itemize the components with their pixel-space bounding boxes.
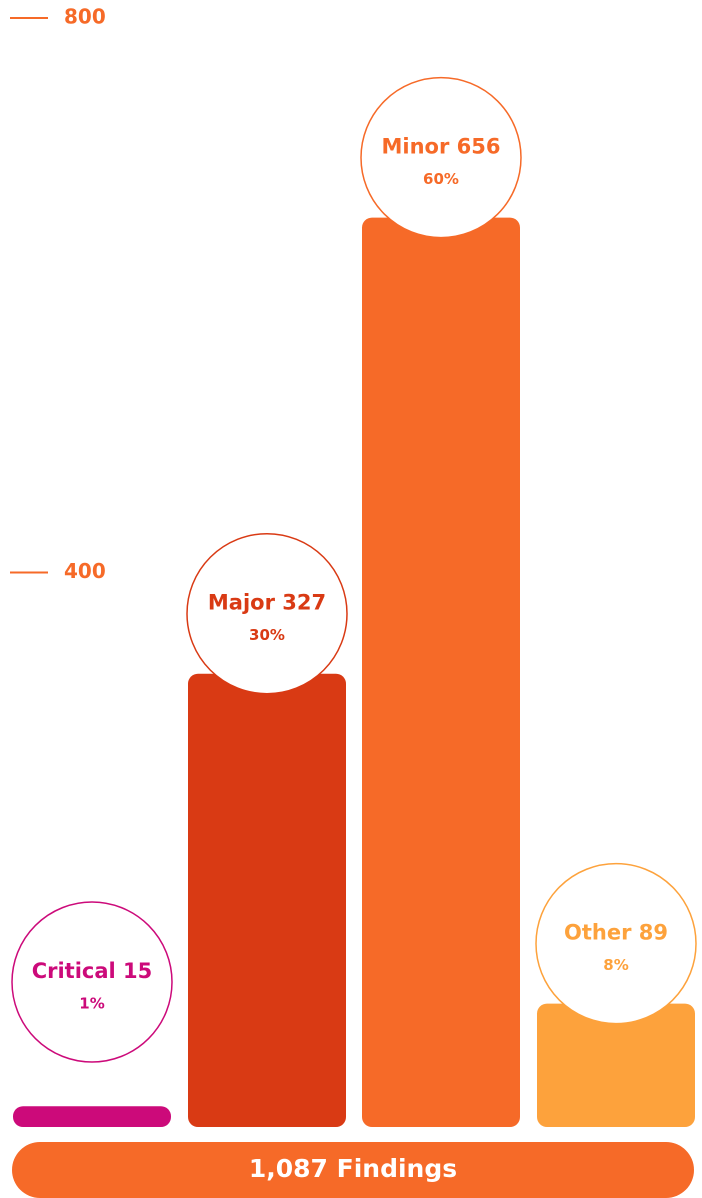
bar	[188, 673, 346, 1127]
label-bubble	[360, 76, 522, 239]
label-bubble	[186, 532, 348, 695]
total-label: 1,087 Findings	[249, 1154, 457, 1183]
value-label: 15	[123, 959, 152, 983]
bar	[537, 1003, 695, 1127]
data-label: Critical 15	[32, 959, 153, 983]
data-label: Major 327	[208, 591, 326, 615]
category-label: Other	[564, 921, 632, 945]
y-tick-label: 400	[64, 559, 106, 583]
value-label: 327	[282, 591, 326, 615]
category-label: Major	[208, 591, 276, 615]
percent-label: 8%	[603, 956, 628, 974]
total-pill	[12, 1142, 694, 1198]
percent-label: 30%	[249, 626, 285, 644]
category-label: Minor	[382, 135, 450, 159]
percent-label: 1%	[79, 995, 104, 1013]
data-label: Other 89	[564, 921, 668, 945]
y-tick-label: 800	[64, 5, 106, 29]
label-bubble	[535, 862, 697, 1025]
bar	[362, 217, 520, 1127]
category-label: Critical	[32, 959, 116, 983]
percent-label: 60%	[423, 170, 459, 188]
value-label: 656	[457, 135, 501, 159]
label-bubble	[11, 901, 173, 1063]
data-label: Minor 656	[382, 135, 501, 159]
bar	[13, 1106, 171, 1127]
value-label: 89	[639, 921, 668, 945]
